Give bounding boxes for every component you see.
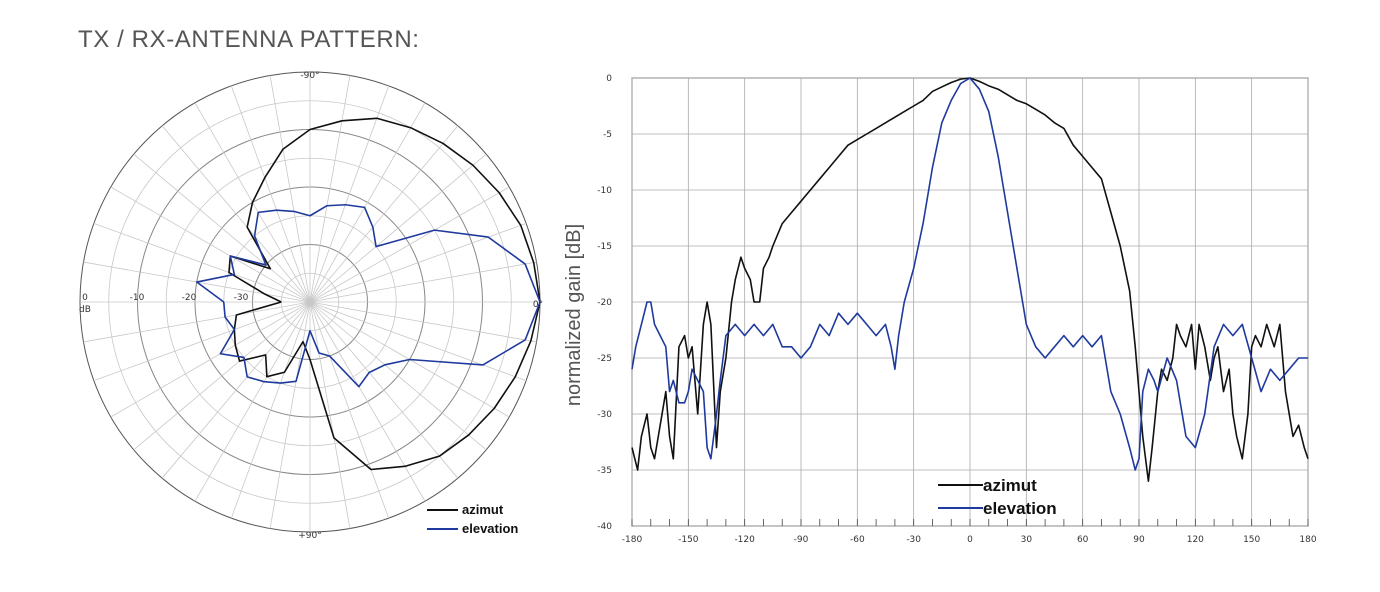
polar-grid-spoke xyxy=(133,301,311,451)
polar-series-line-azimut xyxy=(228,117,541,471)
polar-grid-spoke xyxy=(309,261,537,303)
cartesian-ticks: -180 -150 -120 -90 -60 -30 0 30 60 90 120 150 180 0 -5… xyxy=(597,74,1317,545)
cartesian-y-tick-label: -15 xyxy=(597,242,612,252)
polar-grid-spoke xyxy=(269,301,311,529)
polar-grid-spoke xyxy=(269,75,311,303)
polar-grid-spoke xyxy=(110,301,311,418)
polar-grid-spoke xyxy=(230,301,311,519)
polar-grid-spoke xyxy=(309,102,426,303)
cartesian-x-tick-label: -30 xyxy=(906,535,921,545)
cartesian-y-tick-label: -20 xyxy=(597,298,612,308)
polar-grid-spoke xyxy=(309,301,527,382)
polar-legend: azimut elevation xyxy=(427,502,518,536)
polar-radial-label-1: -10 xyxy=(130,293,145,303)
cartesian-x-tick-label: -60 xyxy=(850,535,865,545)
polar-grid-spoke xyxy=(309,186,510,303)
cartesian-grid xyxy=(631,77,1309,527)
cartesian-y-tick-label: 0 xyxy=(606,74,612,84)
polar-grid-spoke xyxy=(309,75,351,303)
polar-grid-spoke xyxy=(309,301,351,529)
cartesian-series-group xyxy=(631,77,1309,482)
cartesian-x-tick-label: 30 xyxy=(1021,535,1033,545)
polar-series-group xyxy=(195,117,541,471)
cartesian-y-tick-label: -30 xyxy=(597,410,612,420)
polar-grid-spoke xyxy=(309,125,459,303)
cartesian-x-tick-label: -120 xyxy=(734,535,755,545)
cartesian-x-tick-label: -90 xyxy=(794,535,809,545)
cartesian-series-line-elevation xyxy=(631,77,1308,471)
cartesian-x-tick-label: 90 xyxy=(1133,535,1145,545)
cartesian-chart: -180 -150 -120 -90 -60 -30 0 30 60 90 120 150 180 0 -5… xyxy=(563,74,1317,545)
polar-label-right: 0° xyxy=(533,300,543,310)
polar-grid-spoke xyxy=(309,301,390,519)
polar-grid-spoke xyxy=(309,301,537,343)
polar-radial-label-2: -20 xyxy=(182,293,197,303)
cartesian-y-axis-title: normalized gain [dB] xyxy=(563,224,585,406)
cartesian-y-tick-label: -40 xyxy=(597,522,612,532)
cartesian-x-tick-label: -180 xyxy=(622,535,643,545)
cartesian-y-tick-label: -5 xyxy=(603,130,612,140)
polar-grid-spoke xyxy=(161,301,311,479)
cartesian-x-tick-label: 0 xyxy=(967,535,973,545)
polar-grid-spoke xyxy=(309,301,487,451)
polar-chart: -90° 0° +90° 0 -10 -20 -30 dB azimut ele… xyxy=(79,71,543,541)
polar-grid-spoke xyxy=(309,153,487,303)
polar-grid-spoke xyxy=(110,186,311,303)
cartesian-y-tick-label: -35 xyxy=(597,466,612,476)
polar-radial-label-0: 0 xyxy=(82,293,88,303)
cartesian-series-line-azimut xyxy=(631,77,1309,482)
polar-grid-spoke xyxy=(133,153,311,303)
polar-grid-spoke xyxy=(93,222,311,303)
polar-grid-spoke xyxy=(230,85,311,303)
cartesian-y-tick-label: -25 xyxy=(597,354,612,364)
polar-grid-spoke xyxy=(83,301,311,343)
polar-legend-label-elevation: elevation xyxy=(462,521,518,536)
cartesian-x-tick-label: 150 xyxy=(1243,535,1260,545)
cartesian-x-tick-label: -150 xyxy=(678,535,699,545)
polar-label-bottom: +90° xyxy=(298,531,322,541)
cartesian-x-tick-label: 180 xyxy=(1299,535,1316,545)
cartesian-legend-label-azimut: azimut xyxy=(983,476,1037,495)
polar-grid-spoke xyxy=(93,301,311,382)
cartesian-legend: azimut elevation xyxy=(938,476,1057,518)
polar-grid-spoke xyxy=(194,301,311,502)
cartesian-y-tick-label: -10 xyxy=(597,186,612,196)
polar-grid-spoke xyxy=(161,125,311,303)
cartesian-legend-label-elevation: elevation xyxy=(983,499,1057,518)
polar-legend-label-azimut: azimut xyxy=(462,502,504,517)
polar-grid-spoke xyxy=(309,301,426,502)
polar-label-top: -90° xyxy=(300,71,319,81)
cartesian-x-tick-label: 60 xyxy=(1077,535,1089,545)
polar-grid-spoke xyxy=(309,222,527,303)
polar-series-line-elevation xyxy=(195,203,541,388)
polar-radial-unit: dB xyxy=(79,305,91,315)
polar-grid xyxy=(79,71,541,533)
polar-grid-spoke xyxy=(309,85,390,303)
polar-grid-spoke xyxy=(309,301,459,479)
polar-radial-label-3: -30 xyxy=(234,293,249,303)
cartesian-x-tick-label: 120 xyxy=(1187,535,1204,545)
page-title: TX / RX-ANTENNA PATTERN: xyxy=(78,26,420,53)
